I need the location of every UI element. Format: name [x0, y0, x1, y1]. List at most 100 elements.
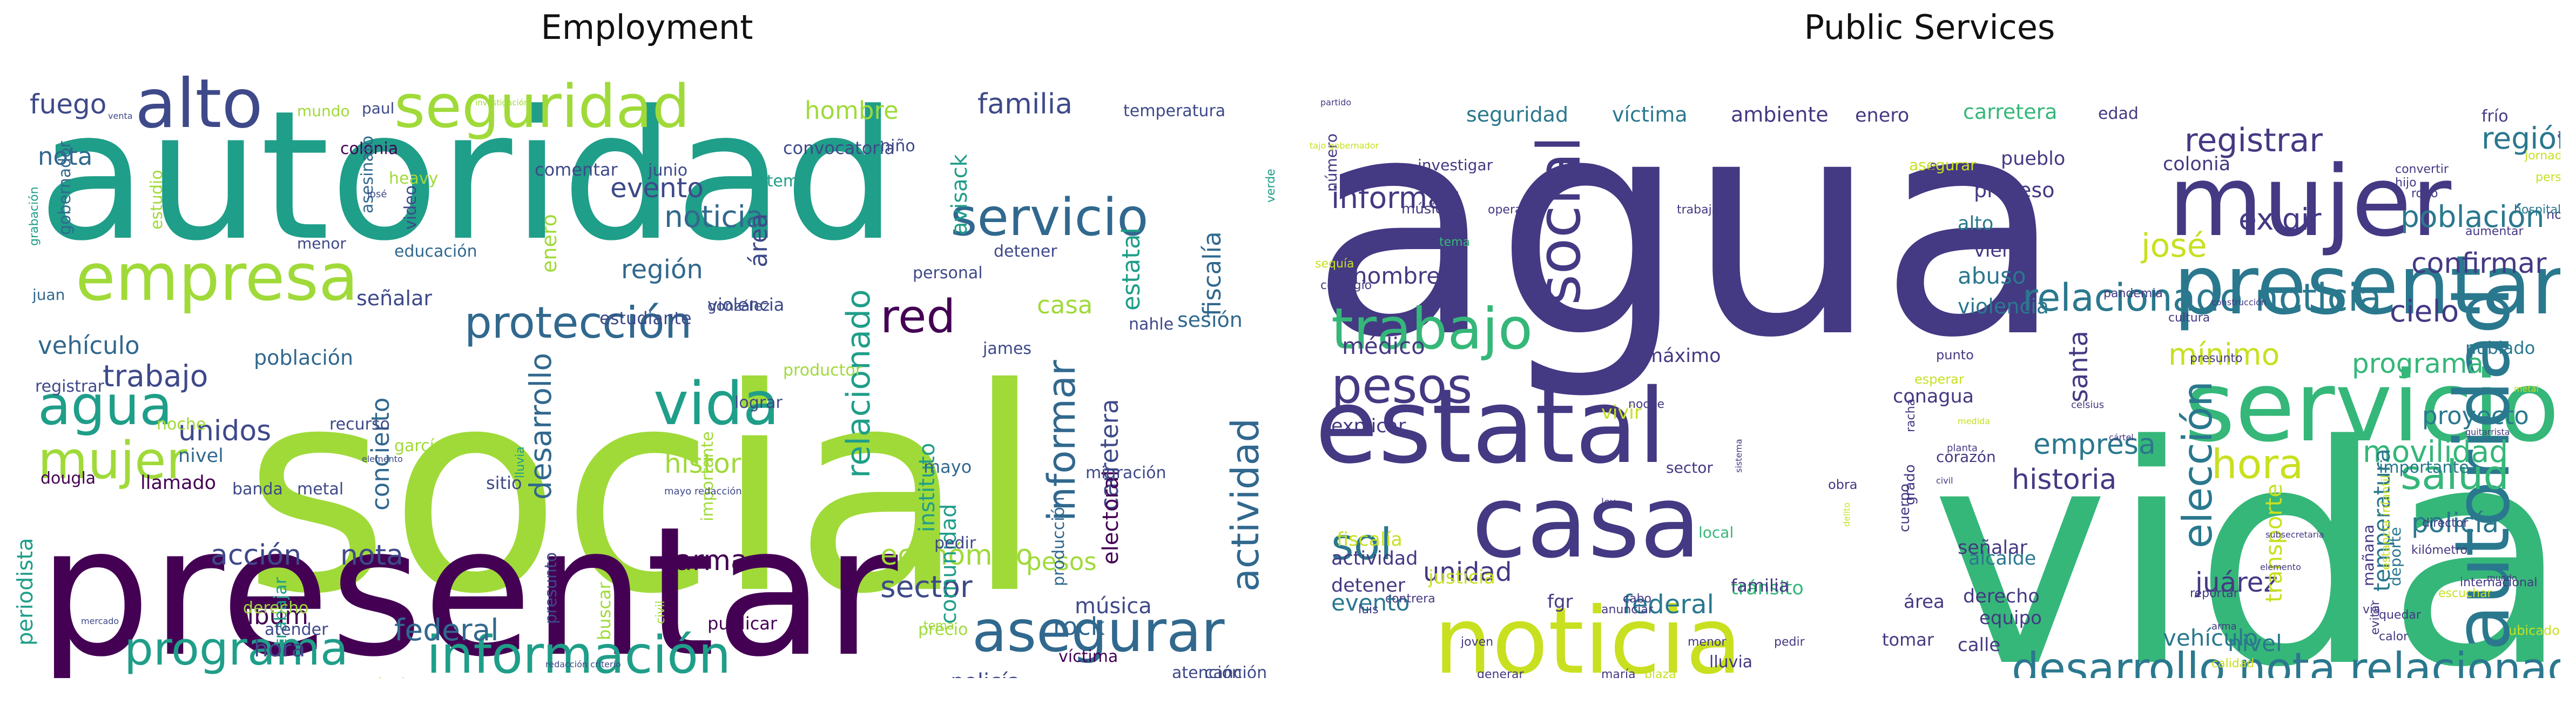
- word-vida: vida: [653, 369, 779, 438]
- word-policia: policía: [2411, 507, 2499, 539]
- word-colonia: colonia: [2163, 153, 2230, 175]
- word-musica: música: [1401, 201, 1452, 217]
- word-civil: civil: [654, 601, 667, 624]
- word-golfo: golfo: [1927, 162, 1939, 186]
- word-sistema: sistema: [745, 172, 808, 191]
- word-vehiculo: vehículo: [38, 331, 140, 360]
- word-mundo: mundo: [297, 102, 350, 120]
- word-mundo: mundo: [2487, 573, 2517, 583]
- word-fuego: fuego: [30, 89, 106, 120]
- word-garcia: garcía: [394, 437, 444, 455]
- word-local: local: [1698, 524, 1734, 541]
- word-numero: número: [1323, 133, 1340, 192]
- word-aumentar: aumentar: [2465, 225, 2524, 238]
- word-lluvia: lluvia: [1709, 653, 1752, 672]
- word-hombre: hombre: [805, 96, 899, 125]
- word-mujer: mujer: [2168, 145, 2451, 258]
- word-medico: médico: [1342, 333, 1425, 359]
- word-avisack: avisack: [947, 153, 972, 235]
- word-publicar: publicar: [707, 613, 778, 634]
- word-fiscalia: fiscalía: [1198, 231, 1226, 316]
- word-mayo: mayo: [923, 457, 972, 477]
- word-atender: atender: [2557, 128, 2560, 141]
- word-alcalde: alcalde: [1968, 548, 2036, 569]
- word-relacionado-noticia: relacionado noticia: [2022, 276, 2382, 320]
- word-sistema: sistema: [1734, 439, 1744, 473]
- word-heavy: heavy: [389, 169, 438, 188]
- word-quedar: quedar: [2379, 608, 2422, 622]
- word-fgr: fgr: [1547, 591, 1573, 613]
- word-elemento: elemento: [2260, 562, 2301, 572]
- word-educacion: educación: [394, 242, 477, 261]
- word-operativo: operativo: [1488, 203, 1545, 217]
- word-mayo-redaccion: mayo redacción: [664, 486, 742, 497]
- word-lograr: lograr: [734, 393, 783, 412]
- word-convocatoria: convocatoria: [783, 138, 895, 158]
- word-deporte: deporte: [2386, 527, 2404, 586]
- word-atencion: atención: [1172, 663, 1242, 678]
- word-transporte: transporte: [2261, 484, 2287, 602]
- word-paul: paul: [362, 99, 394, 117]
- word-cabo: cabo: [1623, 592, 1651, 606]
- word-victima: víctima: [1058, 647, 1118, 666]
- word-mercado: mercado: [81, 616, 119, 626]
- word-arma: arma: [675, 545, 748, 577]
- word-poblacion: población: [2400, 199, 2545, 234]
- word-esperar: esperar: [1914, 372, 1964, 387]
- word-reportar: reportar: [2190, 587, 2239, 600]
- word-social: social: [1525, 136, 1594, 305]
- word-anunciar: anunciar: [1601, 603, 1654, 616]
- word-proteccion: protección: [464, 298, 692, 348]
- word-pedir: pedir: [934, 534, 976, 553]
- word-jose: josé: [2140, 227, 2207, 265]
- word-james: james: [982, 339, 1031, 358]
- word-estancia-infantil: estancia infantil: [2379, 475, 2393, 570]
- word-corazon: corazón: [1936, 448, 1996, 466]
- word-estatal: estatal: [1117, 227, 1145, 311]
- word-album: álbum: [232, 601, 308, 630]
- word-evento: evento: [610, 172, 704, 204]
- word-pandemia: pandemia: [2103, 287, 2163, 300]
- word-redaccion-criterio: redacción criterio: [545, 659, 621, 669]
- word-hombre: hombre: [1353, 263, 1440, 289]
- word-presentar: presentar: [2174, 239, 2560, 333]
- word-electoral: electoral: [1098, 470, 1123, 565]
- word-nota: nota: [38, 142, 92, 171]
- word-guitarrista: guitarrista: [2465, 427, 2510, 437]
- word-cultura: cultura: [2168, 311, 2210, 325]
- word-asesinato: asesinato: [358, 136, 377, 213]
- word-region: región: [621, 254, 703, 285]
- word-pedir: pedir: [1774, 635, 1805, 649]
- word-accion: acción: [211, 539, 301, 572]
- word-evento: evento: [1331, 589, 1410, 616]
- word-maximo: máximo: [1644, 345, 1721, 367]
- word-calidad: calidad: [2211, 657, 2254, 671]
- word-estudio: estudio: [147, 170, 166, 230]
- word-historia: historia: [2012, 464, 2116, 496]
- word-detener: detener: [994, 242, 1057, 261]
- word-relacionado: relacionado: [840, 289, 878, 478]
- word-informar: informar: [1331, 180, 1458, 215]
- word-santa: santa: [2064, 331, 2094, 403]
- word-presentar: presentar: [38, 488, 900, 678]
- word-verde: verde: [1264, 169, 1278, 203]
- word-cielo: cielo: [2390, 294, 2459, 328]
- word-tema: tema: [1439, 236, 1470, 249]
- word-tajo-gobernador: tajo gobernador: [1310, 140, 1379, 151]
- word-via: vía: [2363, 603, 2381, 616]
- word-nahle: nahle: [1129, 315, 1174, 334]
- word-cancion: canción: [1204, 663, 1267, 678]
- word-familia: familia: [977, 88, 1073, 120]
- word-vida: vida: [1931, 381, 2560, 678]
- word-tomar: tomar: [1882, 629, 1934, 650]
- word-comentar: comentar: [535, 159, 618, 180]
- word-unidos: unidos: [178, 415, 271, 447]
- word-mujer: mujer: [38, 431, 188, 491]
- word-racha: racha: [1904, 399, 1918, 432]
- word-calle: calle: [1958, 634, 2000, 656]
- word-noticia: noticia: [1434, 588, 1742, 678]
- word-seguridad: seguridad: [1466, 103, 1568, 126]
- word-obra: obra: [1828, 477, 1858, 492]
- word-familia: familia: [1731, 575, 1789, 596]
- word-agua: agua: [38, 374, 172, 437]
